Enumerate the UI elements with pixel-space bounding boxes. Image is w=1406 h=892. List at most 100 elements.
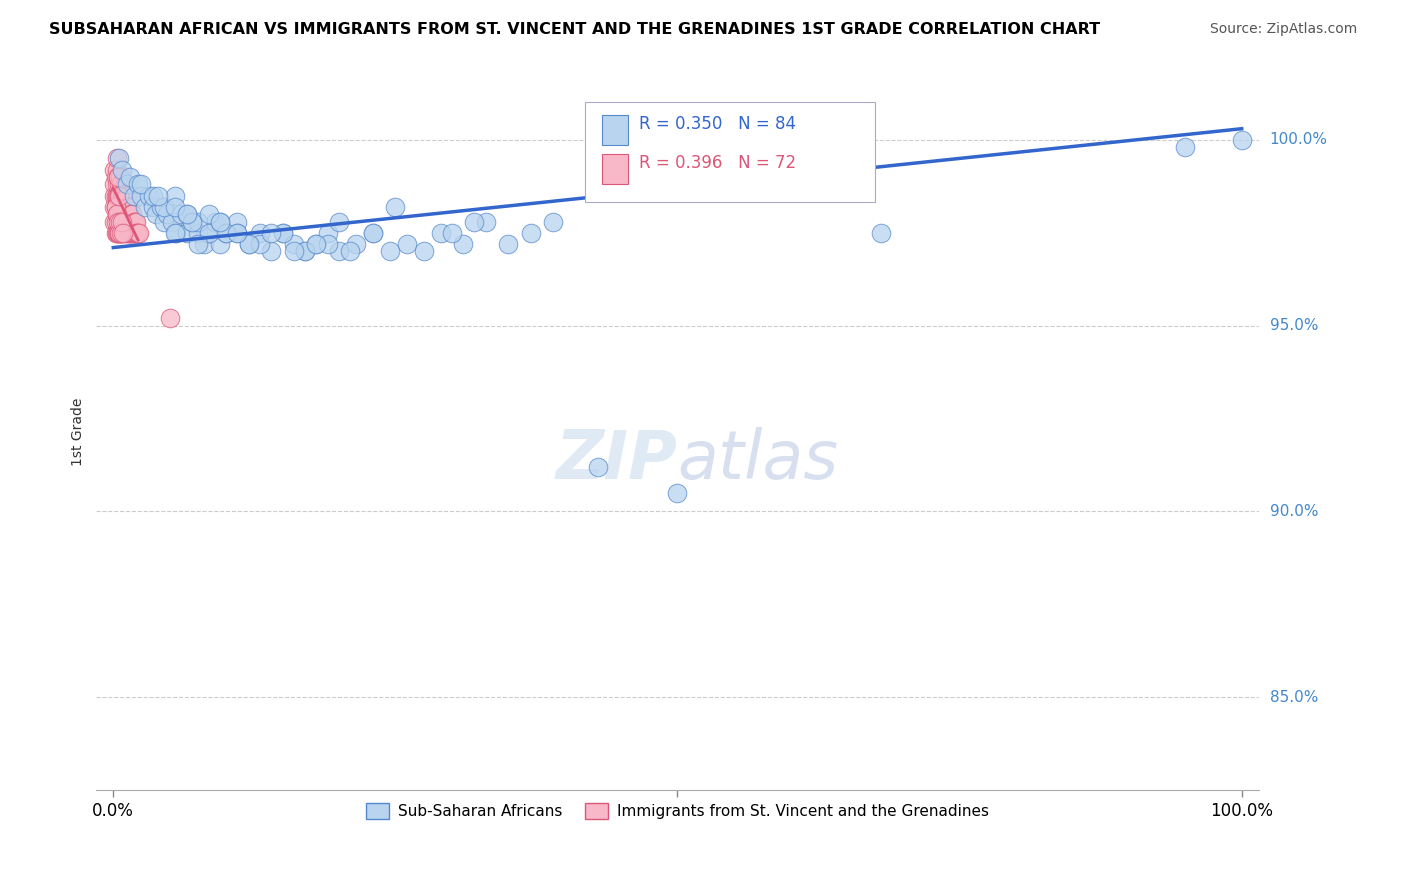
Point [121, 226, 143, 240]
Point [111, 226, 134, 240]
Point [226, 214, 249, 228]
Point [193, 236, 215, 251]
FancyBboxPatch shape [602, 114, 627, 145]
Point [249, 226, 271, 240]
FancyBboxPatch shape [585, 102, 875, 202]
Point [226, 226, 249, 240]
Point [108, 207, 131, 221]
Point [111, 207, 134, 221]
Point [104, 214, 127, 228]
Point [103, 178, 125, 192]
Point [305, 236, 328, 251]
Point [209, 214, 232, 228]
Point [316, 226, 339, 240]
Point [110, 226, 132, 240]
Point [328, 214, 350, 228]
Point [108, 226, 131, 240]
Point [131, 178, 153, 192]
Point [125, 214, 148, 228]
Point [114, 214, 136, 228]
Point [463, 214, 485, 228]
Point [142, 200, 165, 214]
Y-axis label: 1st Grade: 1st Grade [72, 397, 86, 466]
Point [112, 214, 135, 228]
Point [124, 226, 146, 240]
Point [209, 236, 232, 251]
Text: Source: ZipAtlas.com: Source: ZipAtlas.com [1209, 22, 1357, 37]
Point [283, 244, 305, 259]
Point [110, 200, 132, 214]
Point [145, 207, 167, 221]
Point [125, 226, 148, 240]
Point [156, 207, 179, 221]
Point [108, 188, 131, 202]
Point [215, 226, 238, 240]
Point [148, 188, 170, 202]
Point [440, 226, 463, 240]
Point [103, 200, 125, 214]
Point [165, 226, 187, 240]
Point [108, 178, 131, 192]
Point [187, 236, 209, 251]
Point [451, 236, 474, 251]
Point [111, 214, 134, 228]
Point [165, 188, 187, 202]
Point [361, 226, 384, 240]
Point [127, 226, 149, 240]
Point [316, 236, 339, 251]
Point [215, 226, 238, 240]
Point [378, 244, 401, 259]
Point [111, 162, 134, 177]
Point [118, 207, 141, 221]
Point [176, 207, 198, 221]
Point [105, 188, 128, 202]
Point [198, 207, 221, 221]
Point [294, 244, 316, 259]
Point [104, 200, 127, 214]
Text: 85.0%: 85.0% [1270, 690, 1317, 705]
Point [114, 188, 136, 202]
Point [112, 188, 135, 202]
Point [124, 214, 146, 228]
Point [328, 244, 350, 259]
Point [238, 236, 260, 251]
Text: 90.0%: 90.0% [1270, 504, 1319, 519]
Point [108, 188, 131, 202]
Point [121, 207, 143, 221]
Point [160, 214, 183, 228]
Point [384, 200, 406, 214]
Point [107, 226, 129, 240]
Point [120, 200, 142, 214]
Point [249, 236, 271, 251]
Point [108, 214, 131, 228]
Legend: Sub-Saharan Africans, Immigrants from St. Vincent and the Grenadines: Sub-Saharan Africans, Immigrants from St… [360, 797, 995, 825]
FancyBboxPatch shape [602, 154, 627, 184]
Point [176, 207, 198, 221]
Point [105, 226, 128, 240]
Point [339, 244, 361, 259]
Point [153, 214, 176, 228]
Point [115, 178, 138, 192]
Point [131, 188, 153, 202]
Text: R = 0.396   N = 72: R = 0.396 N = 72 [640, 154, 796, 172]
Point [114, 226, 136, 240]
Point [305, 236, 328, 251]
Point [105, 178, 128, 192]
Point [110, 226, 132, 240]
Point [104, 188, 127, 202]
Point [496, 236, 519, 251]
Point [344, 236, 367, 251]
Point [107, 207, 129, 221]
Point [198, 226, 221, 240]
Point [149, 200, 172, 214]
Point [115, 188, 138, 202]
Point [209, 214, 232, 228]
Point [107, 188, 129, 202]
Point [125, 226, 148, 240]
Point [138, 188, 160, 202]
Point [283, 236, 305, 251]
Point [105, 207, 128, 221]
Point [105, 207, 128, 221]
Point [187, 226, 209, 240]
Point [187, 214, 209, 228]
